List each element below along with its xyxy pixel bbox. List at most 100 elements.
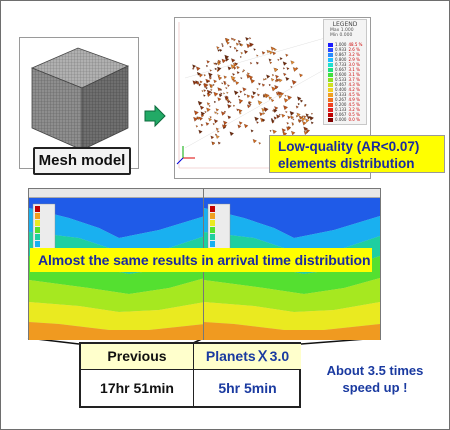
- low-quality-element: [291, 130, 296, 136]
- low-quality-element: [232, 78, 237, 83]
- low-quality-element: [300, 99, 304, 103]
- low-quality-element: [203, 74, 206, 77]
- low-quality-element: [215, 133, 218, 136]
- low-quality-element: [262, 112, 266, 115]
- low-quality-element: [220, 92, 223, 95]
- low-quality-element: [209, 76, 212, 80]
- low-quality-element: [249, 62, 253, 65]
- low-quality-element: [310, 121, 314, 125]
- low-quality-element: [222, 124, 227, 129]
- low-quality-element: [199, 80, 203, 84]
- low-quality-element: [198, 73, 203, 78]
- low-quality-element: [297, 119, 301, 123]
- low-quality-element: [296, 112, 301, 117]
- legend-row: 0.733 3.0 %: [328, 62, 364, 67]
- low-quality-element: [209, 69, 212, 72]
- low-quality-element: [305, 113, 309, 117]
- low-quality-element: [285, 53, 289, 57]
- low-quality-element: [217, 130, 220, 133]
- low-quality-element: [273, 116, 278, 120]
- low-quality-element: [221, 82, 224, 85]
- low-quality-element: [203, 94, 206, 97]
- legend-value: 0.800: [335, 57, 347, 62]
- low-quality-element: [206, 107, 211, 112]
- low-quality-element: [236, 71, 240, 75]
- low-quality-element: [295, 105, 299, 109]
- low-quality-element: [252, 91, 257, 96]
- panel-titlebar: [29, 189, 205, 198]
- low-quality-element: [249, 42, 254, 48]
- low-quality-element: [283, 67, 285, 70]
- low-quality-element: [250, 78, 256, 84]
- low-quality-element: [286, 126, 291, 131]
- low-quality-element: [261, 107, 266, 113]
- legend-swatch: [328, 73, 333, 77]
- low-quality-element: [309, 115, 314, 121]
- low-quality-element: [292, 67, 298, 72]
- viewer-grid-line: [184, 57, 346, 149]
- low-quality-element: [258, 142, 262, 145]
- low-quality-element: [287, 115, 291, 120]
- low-quality-callout-line1: Low-quality (AR<0.07): [278, 139, 420, 154]
- low-quality-element: [193, 116, 198, 122]
- low-quality-element: [219, 48, 223, 52]
- low-quality-element: [254, 116, 259, 122]
- low-quality-element: [282, 131, 288, 137]
- low-quality-element: [247, 72, 250, 76]
- legend-row: 0.267 4.9 %: [328, 97, 364, 102]
- legend-row: 1.000 48.5 %: [328, 42, 364, 47]
- low-quality-element: [249, 103, 252, 106]
- low-quality-callout: Low-quality (AR<0.07) elements distribut…: [269, 135, 445, 173]
- legend-percent: 2.9 %: [348, 57, 360, 62]
- low-quality-element: [239, 56, 242, 59]
- legend-value: 0.133: [335, 107, 347, 112]
- low-quality-element: [221, 111, 226, 116]
- speedup-line2: speed up !: [342, 380, 408, 395]
- low-quality-element: [290, 85, 293, 89]
- low-quality-element: [197, 116, 201, 120]
- legend-max-label: Max: [330, 28, 340, 33]
- low-quality-element: [253, 48, 256, 51]
- low-quality-element: [195, 125, 199, 128]
- low-quality-element: [285, 76, 290, 81]
- legend-row: 0.933 2.6 %: [328, 47, 364, 52]
- low-quality-element: [210, 135, 215, 140]
- legend-swatch: [328, 88, 333, 92]
- low-quality-element: [223, 75, 227, 79]
- low-quality-element: [227, 66, 232, 71]
- legend-swatch: [328, 118, 333, 122]
- low-quality-element: [208, 72, 213, 78]
- low-quality-element: [223, 82, 227, 86]
- planets-time-value: 5hr 5min: [218, 380, 277, 396]
- low-quality-element: [303, 115, 307, 119]
- low-quality-element: [311, 112, 313, 115]
- same-results-callout: Almost the same results in arrival time …: [30, 248, 372, 272]
- legend-min-value: 0.000: [339, 33, 353, 38]
- legend-percent: 0.5 %: [348, 112, 360, 117]
- low-quality-element: [217, 141, 221, 145]
- low-quality-element: [299, 73, 303, 78]
- low-quality-element: [233, 66, 237, 70]
- low-quality-element: [215, 127, 219, 131]
- low-quality-element: [286, 122, 289, 125]
- legend-row: 0.333 4.5 %: [328, 92, 364, 97]
- low-quality-element: [193, 110, 199, 116]
- legend-percent: 3.1 %: [348, 72, 360, 77]
- low-quality-element: [295, 67, 299, 70]
- low-quality-element: [269, 61, 273, 65]
- low-quality-element: [244, 49, 248, 54]
- low-quality-element: [295, 115, 299, 118]
- low-quality-element: [227, 104, 232, 109]
- low-quality-element: [266, 74, 271, 79]
- low-quality-element: [204, 110, 207, 114]
- low-quality-element: [213, 100, 217, 104]
- legend-percent: 4.5 %: [348, 102, 360, 107]
- low-quality-element: [229, 45, 232, 49]
- low-quality-element: [192, 64, 197, 69]
- low-quality-element: [288, 126, 292, 129]
- legend-row: 0.000 0.0 %: [328, 117, 364, 122]
- low-quality-element: [244, 123, 249, 129]
- low-quality-element: [215, 134, 220, 139]
- low-quality-element: [210, 91, 213, 94]
- low-quality-element: [259, 112, 264, 117]
